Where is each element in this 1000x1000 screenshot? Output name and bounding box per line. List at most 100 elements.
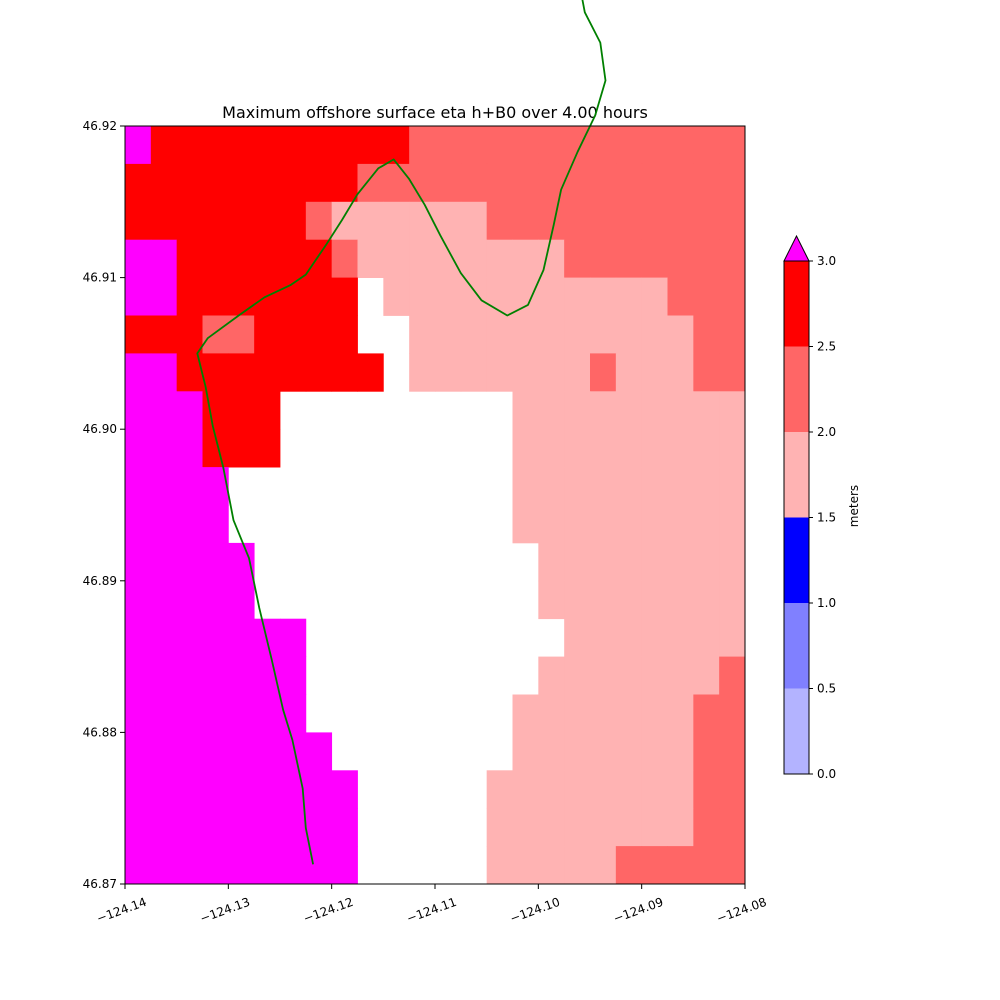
heatmap-cell bbox=[719, 467, 746, 506]
heatmap-cell bbox=[719, 618, 746, 657]
heatmap-cell bbox=[667, 808, 694, 847]
heatmap-cell bbox=[512, 239, 539, 278]
heatmap-cell bbox=[615, 201, 643, 241]
heatmap-cell bbox=[667, 580, 694, 620]
heatmap-cell bbox=[667, 163, 694, 203]
heatmap-cell bbox=[693, 391, 720, 430]
heatmap-cell bbox=[512, 315, 539, 354]
heatmap-cell bbox=[460, 315, 488, 354]
heatmap-cell bbox=[176, 808, 203, 847]
y-tick-label: 46.92 bbox=[83, 119, 117, 133]
heatmap-cell bbox=[564, 580, 591, 620]
colorbar-tick-label: 2.5 bbox=[817, 340, 836, 354]
heatmap-cell bbox=[280, 353, 307, 392]
heatmap-cell bbox=[254, 315, 281, 354]
heatmap-cell bbox=[667, 353, 694, 392]
heatmap-cell bbox=[641, 239, 668, 278]
heatmap-cell bbox=[125, 315, 152, 354]
heatmap-cell bbox=[176, 505, 203, 544]
colorbar: 0.0 0.5 1.0 1.5 2.0 2.5 3.0 meters bbox=[783, 234, 861, 781]
heatmap-cell bbox=[150, 277, 178, 316]
heatmap-cell bbox=[719, 694, 746, 733]
heatmap-cell bbox=[590, 467, 617, 506]
heatmap-cell bbox=[150, 808, 178, 847]
heatmap-cell bbox=[641, 846, 668, 885]
heatmap-cell bbox=[641, 277, 668, 316]
heatmap-cell bbox=[176, 542, 203, 582]
heatmap-cell bbox=[254, 808, 281, 847]
heatmap-cell bbox=[512, 694, 539, 733]
heatmap-cell bbox=[667, 656, 694, 695]
heatmap-cell bbox=[228, 694, 255, 733]
colorbar-tick-label: 0.5 bbox=[817, 682, 836, 696]
heatmap-cell bbox=[693, 808, 720, 847]
heatmap-cell bbox=[176, 391, 203, 430]
coastline-contour bbox=[196, 0, 607, 865]
heatmap-cell bbox=[564, 808, 591, 847]
heatmap-cell bbox=[176, 656, 203, 695]
heatmap-cell bbox=[176, 770, 203, 809]
heatmap-cell bbox=[590, 505, 617, 544]
heatmap-cell bbox=[228, 846, 255, 885]
heatmap-cell bbox=[615, 315, 643, 354]
heatmap-cell bbox=[486, 353, 513, 392]
heatmap-cell bbox=[280, 732, 307, 771]
heatmap-cell bbox=[202, 580, 229, 620]
heatmap-cell bbox=[615, 429, 643, 468]
x-axis: −124.14 −124.13 −124.12 −124.11 −124.10 −124.… bbox=[95, 884, 769, 926]
heatmap-cell bbox=[641, 542, 668, 582]
heatmap-cell bbox=[512, 201, 539, 241]
heatmap-cell bbox=[667, 429, 694, 468]
heatmap-cell bbox=[305, 277, 333, 316]
heatmap-cell bbox=[667, 846, 694, 885]
heatmap-cell bbox=[512, 391, 539, 430]
y-tick-label: 46.90 bbox=[83, 422, 117, 436]
heatmap-cell bbox=[564, 353, 591, 392]
heatmap-cell bbox=[719, 126, 746, 165]
heatmap-cell bbox=[564, 656, 591, 695]
heatmap-cell bbox=[409, 277, 436, 316]
heatmap-cell bbox=[693, 126, 720, 165]
heatmap-cell bbox=[693, 505, 720, 544]
heatmap-cell bbox=[719, 505, 746, 544]
heatmap-cell bbox=[590, 429, 617, 468]
heatmap-cell bbox=[254, 163, 281, 203]
heatmap-cell bbox=[693, 580, 720, 620]
heatmap-cell bbox=[512, 770, 539, 809]
heatmap-cell bbox=[305, 353, 333, 392]
colorbar-label: meters bbox=[847, 485, 861, 527]
colorbar-band bbox=[784, 603, 809, 689]
heatmap-cell bbox=[486, 808, 513, 847]
heatmap-cell bbox=[202, 846, 229, 885]
heatmap-cell bbox=[150, 732, 178, 771]
heatmap-cell bbox=[280, 315, 307, 354]
heatmap-cell bbox=[615, 618, 643, 657]
heatmap-cell bbox=[538, 353, 565, 392]
heatmap-cell bbox=[667, 239, 694, 278]
heatmap-cell bbox=[538, 429, 565, 468]
heatmap-cell bbox=[435, 126, 462, 165]
heatmap-cell bbox=[719, 277, 746, 316]
heatmap-cell bbox=[615, 505, 643, 544]
heatmap-cell bbox=[202, 618, 229, 657]
heatmap-cell bbox=[150, 694, 178, 733]
heatmap-cell bbox=[615, 770, 643, 809]
heatmap-cell bbox=[150, 239, 178, 278]
heatmap-cell bbox=[125, 542, 152, 582]
heatmap-cell bbox=[331, 353, 358, 392]
heatmap-cell bbox=[564, 732, 591, 771]
heatmap-cell bbox=[331, 808, 358, 847]
heatmap-cell bbox=[693, 201, 720, 241]
heatmap-cell bbox=[460, 239, 488, 278]
heatmap-cell bbox=[228, 580, 255, 620]
heatmap-cell bbox=[641, 656, 668, 695]
heatmap-cells bbox=[125, 126, 746, 885]
heatmap-cell bbox=[305, 239, 333, 278]
heatmap-cell bbox=[357, 163, 384, 203]
heatmap-cell bbox=[357, 353, 384, 392]
heatmap-cell bbox=[150, 618, 178, 657]
heatmap-cell bbox=[564, 163, 591, 203]
heatmap-cell bbox=[460, 353, 488, 392]
x-tick-label: −124.08 bbox=[715, 895, 769, 926]
heatmap-cell bbox=[150, 580, 178, 620]
